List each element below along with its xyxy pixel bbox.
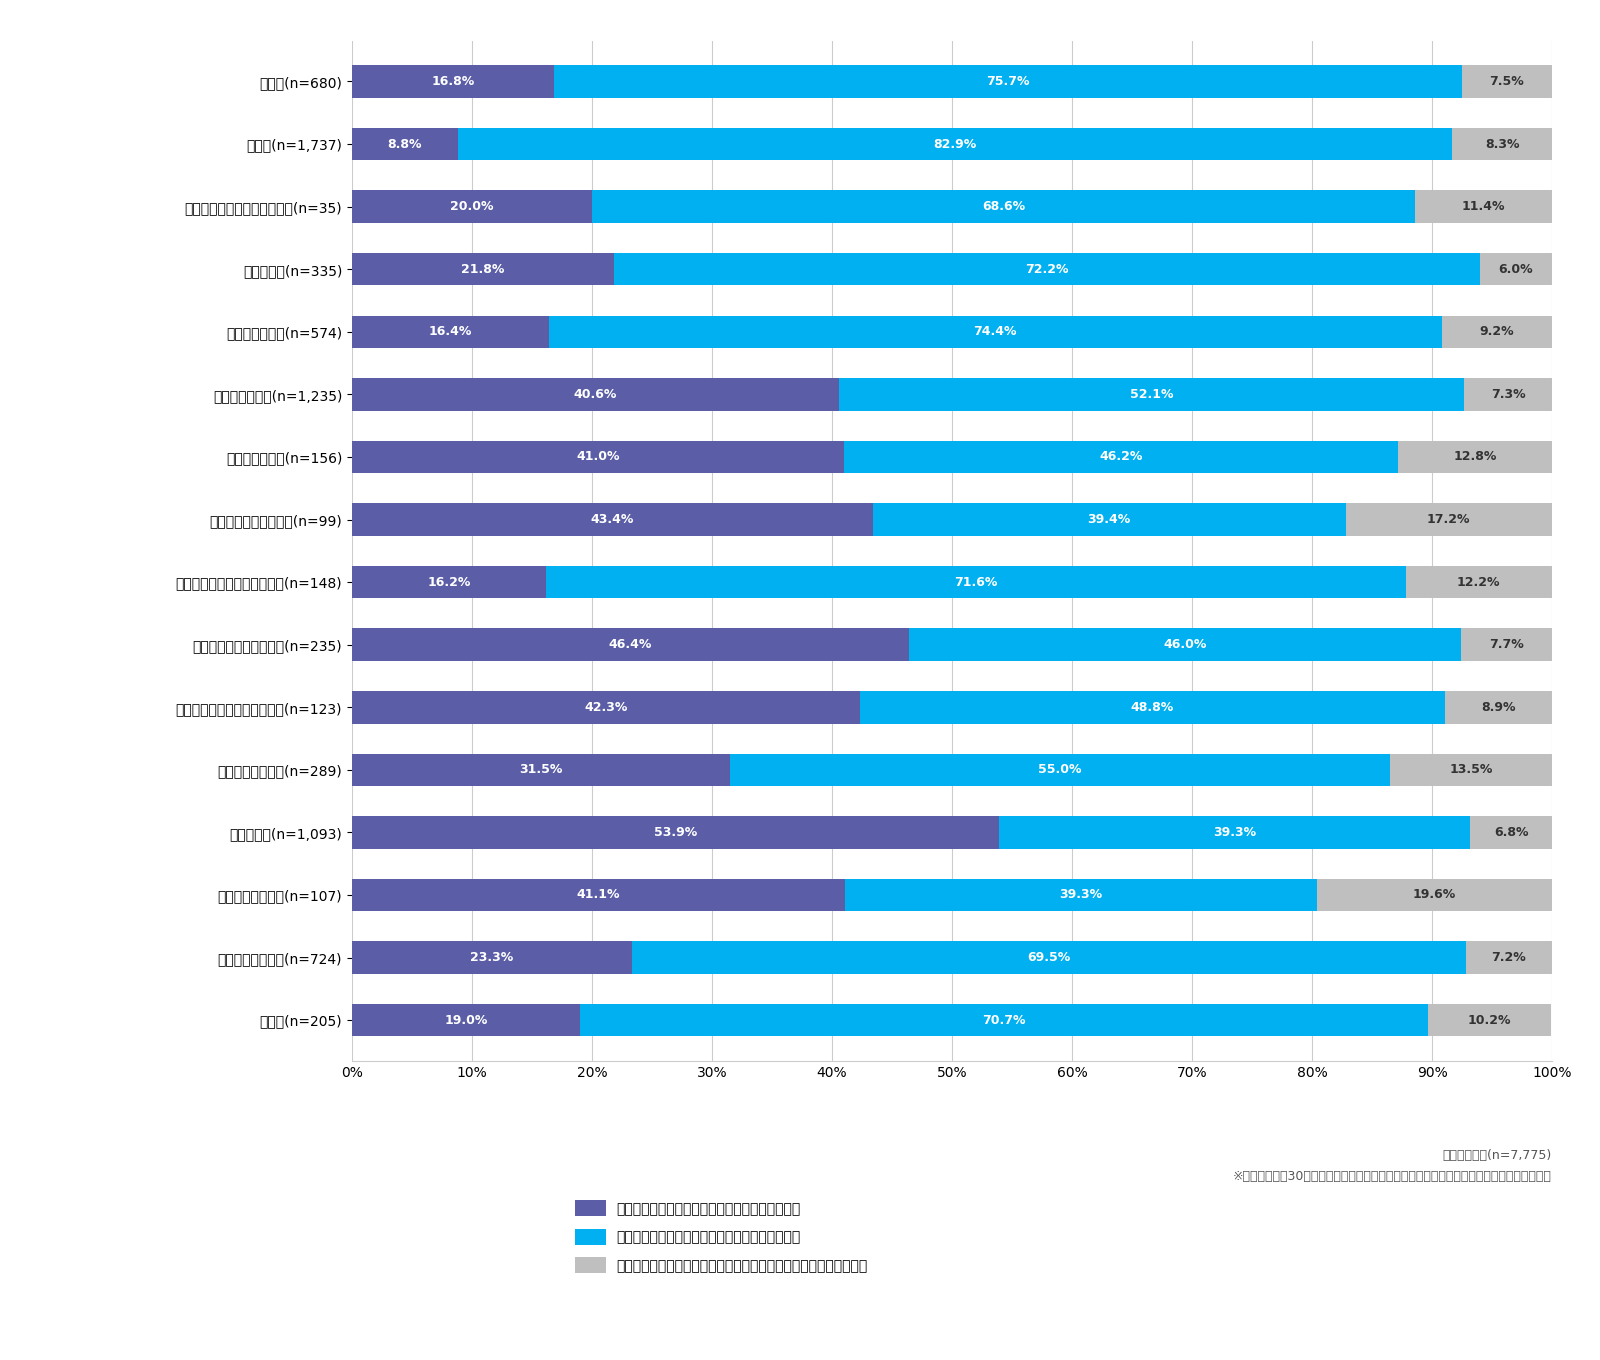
- Text: ※サンプル数が30未満の「農林漁業」、「鉱業、採石業」は「その他」としてまとめている: ※サンプル数が30未満の「農林漁業」、「鉱業、採石業」は「その他」としてまとめて…: [1234, 1170, 1552, 1183]
- Bar: [352, 941, 632, 974]
- Bar: [845, 441, 1398, 473]
- Text: 40.6%: 40.6%: [574, 388, 618, 401]
- Text: 19.0%: 19.0%: [445, 1013, 488, 1027]
- Bar: [845, 879, 1317, 911]
- Text: 43.4%: 43.4%: [590, 513, 634, 526]
- Text: 70.7%: 70.7%: [982, 1013, 1026, 1027]
- Text: 10.2%: 10.2%: [1467, 1013, 1512, 1027]
- Bar: [1398, 441, 1552, 473]
- Bar: [859, 691, 1445, 724]
- Text: 82.9%: 82.9%: [933, 137, 976, 151]
- Text: 75.7%: 75.7%: [986, 75, 1029, 88]
- Bar: [352, 378, 840, 411]
- Bar: [1390, 753, 1552, 786]
- Bar: [730, 753, 1390, 786]
- Text: 20.0%: 20.0%: [450, 200, 494, 214]
- Text: 46.0%: 46.0%: [1163, 638, 1206, 651]
- Bar: [1466, 941, 1552, 974]
- Text: 71.6%: 71.6%: [954, 575, 998, 589]
- Bar: [352, 316, 549, 348]
- Text: 8.3%: 8.3%: [1485, 137, 1520, 151]
- Bar: [546, 566, 1405, 598]
- Bar: [1445, 691, 1552, 724]
- Text: 16.2%: 16.2%: [427, 575, 470, 589]
- Bar: [840, 378, 1464, 411]
- Text: 12.2%: 12.2%: [1458, 575, 1501, 589]
- Bar: [998, 816, 1470, 849]
- Bar: [352, 253, 614, 286]
- Text: 46.2%: 46.2%: [1099, 450, 1142, 464]
- Text: 52.1%: 52.1%: [1130, 388, 1173, 401]
- Text: 68.6%: 68.6%: [982, 200, 1026, 214]
- Bar: [1405, 566, 1552, 598]
- Text: 31.5%: 31.5%: [520, 763, 563, 777]
- Bar: [352, 628, 909, 661]
- Text: 53.9%: 53.9%: [654, 826, 698, 839]
- Text: 8.9%: 8.9%: [1482, 700, 1515, 714]
- Bar: [554, 65, 1462, 98]
- Bar: [614, 253, 1480, 286]
- Bar: [549, 316, 1442, 348]
- Bar: [352, 65, 554, 98]
- Bar: [1470, 816, 1552, 849]
- Text: 39.3%: 39.3%: [1213, 826, 1256, 839]
- Bar: [458, 128, 1453, 160]
- Text: 8.8%: 8.8%: [387, 137, 422, 151]
- Text: 21.8%: 21.8%: [461, 262, 504, 276]
- Text: 12.8%: 12.8%: [1453, 450, 1498, 464]
- Text: 9.2%: 9.2%: [1480, 325, 1514, 339]
- Bar: [352, 566, 546, 598]
- Bar: [352, 879, 845, 911]
- Bar: [592, 190, 1414, 223]
- Text: 11.4%: 11.4%: [1462, 200, 1506, 214]
- Text: 74.4%: 74.4%: [973, 325, 1018, 339]
- Text: 13.5%: 13.5%: [1450, 763, 1493, 777]
- Bar: [1453, 128, 1552, 160]
- Bar: [352, 691, 859, 724]
- Bar: [352, 128, 458, 160]
- Bar: [632, 941, 1466, 974]
- Text: 72.2%: 72.2%: [1026, 262, 1069, 276]
- Bar: [352, 441, 845, 473]
- Bar: [1317, 879, 1552, 911]
- Text: 16.4%: 16.4%: [429, 325, 472, 339]
- Text: 42.3%: 42.3%: [584, 700, 627, 714]
- Text: 19.6%: 19.6%: [1413, 888, 1456, 902]
- Text: 17.2%: 17.2%: [1427, 513, 1470, 526]
- Bar: [1461, 628, 1554, 661]
- Bar: [1480, 253, 1552, 286]
- Bar: [352, 190, 592, 223]
- Text: 7.7%: 7.7%: [1490, 638, 1525, 651]
- Bar: [579, 1004, 1429, 1036]
- Bar: [874, 503, 1346, 536]
- Bar: [1414, 190, 1552, 223]
- Text: 7.5%: 7.5%: [1490, 75, 1525, 88]
- Text: 46.4%: 46.4%: [608, 638, 653, 651]
- Bar: [1442, 316, 1552, 348]
- Legend: 顧客等からの著しい辷惑行為に関する相談がある, 顧客等からの著しい辷惑行為に関する相談はない, 顧客等からの著しい辷惑行為に関する相談の有無を把握していない: 顧客等からの著しい辷惑行為に関する相談がある, 顧客等からの著しい辷惑行為に関す…: [574, 1201, 867, 1273]
- Bar: [352, 1004, 579, 1036]
- Text: 69.5%: 69.5%: [1027, 951, 1070, 964]
- Text: 55.0%: 55.0%: [1038, 763, 1082, 777]
- Bar: [1464, 378, 1552, 411]
- Text: 39.4%: 39.4%: [1088, 513, 1131, 526]
- Bar: [352, 503, 874, 536]
- Bar: [1429, 1004, 1550, 1036]
- Text: 6.8%: 6.8%: [1494, 826, 1528, 839]
- Text: 41.1%: 41.1%: [578, 888, 621, 902]
- Text: 7.2%: 7.2%: [1491, 951, 1526, 964]
- Bar: [1346, 503, 1552, 536]
- Text: 6.0%: 6.0%: [1499, 262, 1533, 276]
- Text: 対象：全企業(n=7,775): 対象：全企業(n=7,775): [1443, 1149, 1552, 1163]
- Text: 23.3%: 23.3%: [470, 951, 514, 964]
- Bar: [909, 628, 1461, 661]
- Bar: [352, 753, 730, 786]
- Text: 39.3%: 39.3%: [1059, 888, 1102, 902]
- Bar: [1462, 65, 1552, 98]
- Text: 41.0%: 41.0%: [576, 450, 619, 464]
- Text: 7.3%: 7.3%: [1491, 388, 1525, 401]
- Bar: [352, 816, 998, 849]
- Text: 16.8%: 16.8%: [430, 75, 475, 88]
- Text: 48.8%: 48.8%: [1131, 700, 1174, 714]
